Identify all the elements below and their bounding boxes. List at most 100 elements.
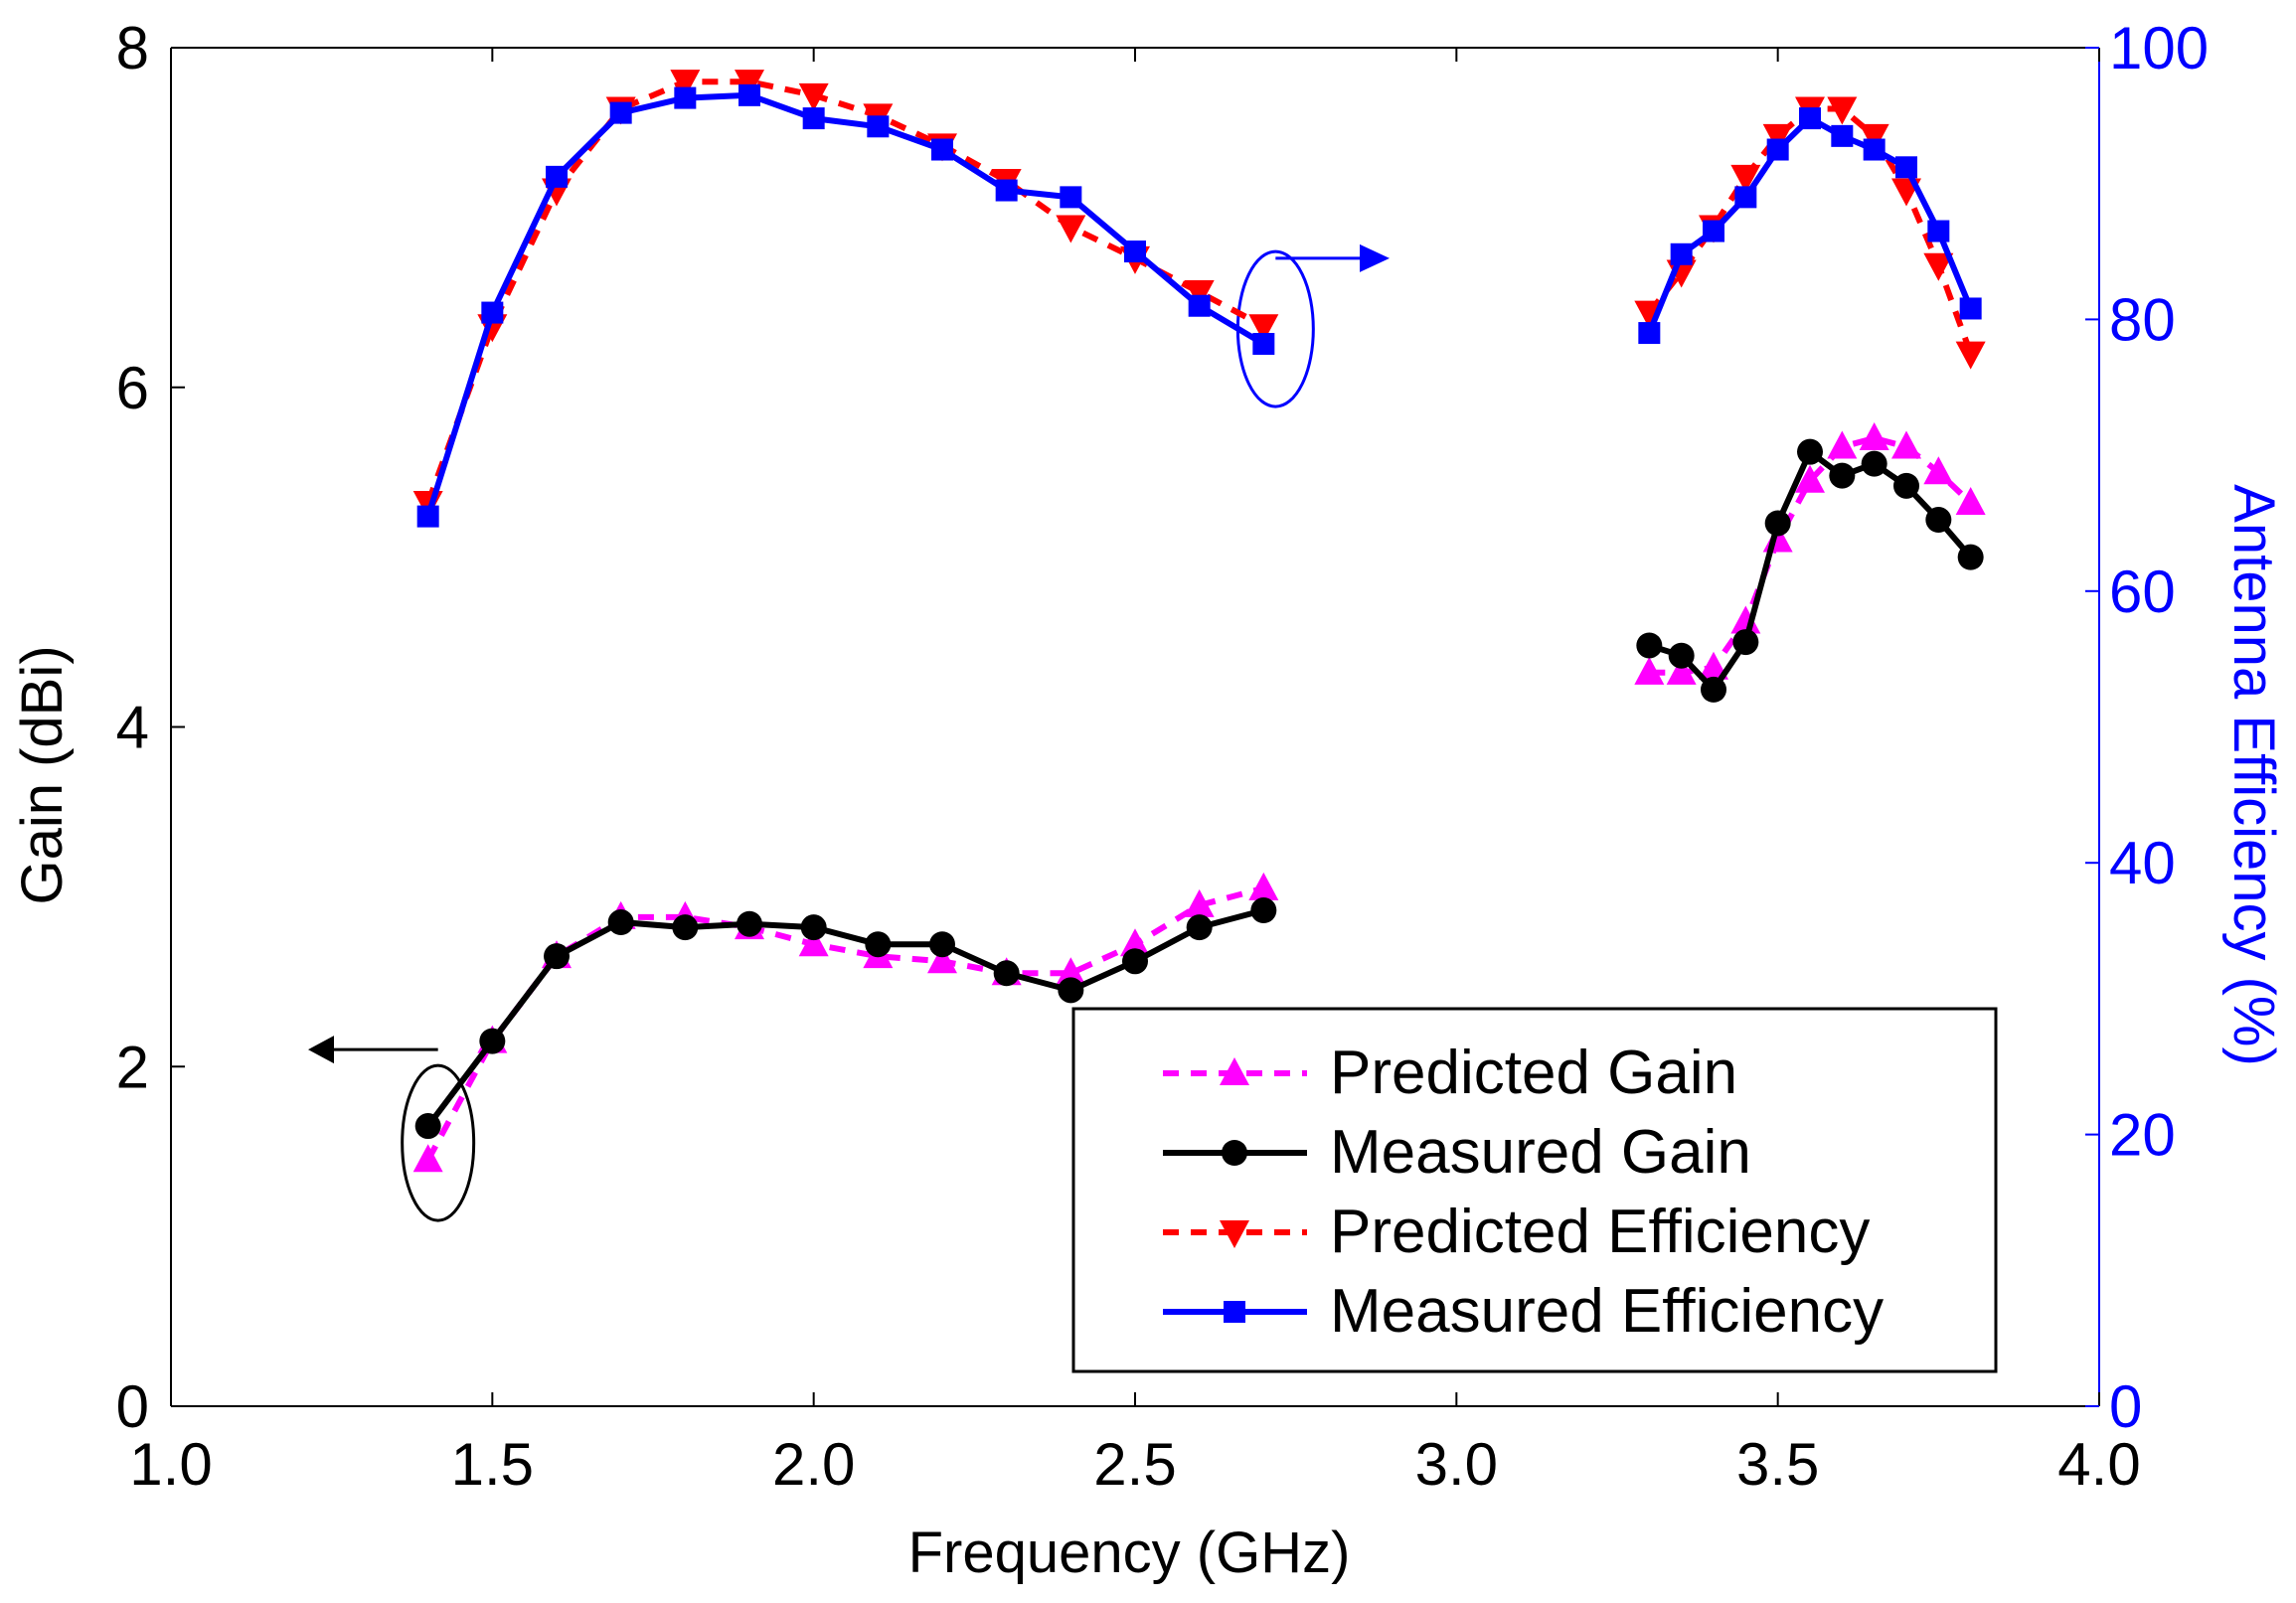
- legend-label-predicted-gain: Predicted Gain: [1330, 1039, 1737, 1107]
- data-point: [546, 165, 568, 188]
- data-point: [1699, 651, 1728, 680]
- data-point: [1863, 138, 1886, 161]
- data-point: [1766, 138, 1789, 161]
- data-point: [1124, 240, 1146, 263]
- data-point: [1666, 656, 1697, 685]
- data-point: [1955, 486, 1986, 515]
- data-point: [1701, 676, 1726, 703]
- data-point: [1732, 629, 1759, 656]
- data-point: [1829, 462, 1856, 489]
- data-point: [1955, 341, 1986, 370]
- y-tick-label: 6: [116, 355, 149, 421]
- y-axis-label: Gain (dBi): [10, 645, 75, 904]
- data-point: [1636, 632, 1663, 659]
- legend-sample-marker: [1224, 1301, 1245, 1323]
- data-point: [607, 909, 634, 936]
- legend-sample-marker: [1220, 1220, 1249, 1248]
- data-point: [993, 960, 1020, 987]
- data-point: [670, 70, 701, 98]
- data-point: [737, 910, 762, 937]
- data-point: [927, 945, 957, 974]
- data-point: [1730, 605, 1761, 634]
- series-line: [1646, 105, 1974, 355]
- x-tick-label: 2.0: [772, 1431, 855, 1498]
- data-point: [1957, 544, 1984, 570]
- y-tick-label: 2: [116, 1034, 149, 1100]
- data-point: [1634, 656, 1665, 685]
- data-point: [414, 1113, 441, 1140]
- y2-tick-label: 0: [2109, 1373, 2142, 1440]
- y-tick-label: 0: [116, 1373, 149, 1440]
- legend-sample-marker: [1222, 1140, 1247, 1166]
- data-point: [1058, 977, 1084, 1004]
- data-point: [867, 115, 890, 138]
- data-point: [735, 70, 764, 98]
- data-point: [1859, 422, 1889, 451]
- data-point: [865, 931, 892, 958]
- data-point: [1827, 96, 1858, 125]
- gain-callout-ellipse: [401, 1063, 476, 1222]
- data-point: [544, 943, 570, 970]
- axes: [170, 47, 2100, 1407]
- data-point: [1925, 507, 1952, 534]
- data-point: [1762, 123, 1793, 152]
- x-tick-label: 1.0: [129, 1431, 212, 1498]
- y2-tick-label: 40: [2109, 830, 2176, 896]
- data-point: [798, 928, 829, 957]
- data-point: [1895, 156, 1917, 179]
- legend-label-measured-gain: Measured Gain: [1330, 1118, 1751, 1187]
- data-point: [1056, 215, 1086, 243]
- legend: Predicted Gain Measured Gain Predicted E…: [1071, 1007, 1998, 1373]
- data-point: [1959, 297, 1982, 320]
- y-tick-label: 4: [116, 695, 149, 761]
- data-point: [802, 107, 825, 130]
- series-line: [424, 79, 1265, 504]
- x-tick-label: 4.0: [2057, 1431, 2140, 1498]
- series-measured-efficiency: [416, 83, 1982, 528]
- data-point: [1250, 897, 1277, 924]
- data-point: [674, 86, 697, 109]
- data-point: [995, 179, 1018, 202]
- y2-tick-label: 100: [2109, 15, 2209, 81]
- data-point: [1795, 464, 1825, 493]
- y2-tick-label: 60: [2109, 559, 2176, 625]
- y-tick-label: 8: [116, 15, 149, 81]
- data-point: [1122, 948, 1148, 975]
- x-tick-label: 3.0: [1415, 1431, 1498, 1498]
- series: [412, 70, 1986, 1173]
- data-point: [800, 914, 827, 941]
- series-predicted-efficiency: [412, 70, 1986, 519]
- data-point: [1827, 430, 1858, 459]
- data-point: [1797, 438, 1823, 465]
- x-tick-label: 3.5: [1736, 1431, 1819, 1498]
- data-point: [1799, 107, 1821, 130]
- legend-label-measured-efficiency: Measured Efficiency: [1330, 1277, 1884, 1346]
- data-point: [1670, 242, 1693, 265]
- x-tick-label: 2.5: [1093, 1431, 1176, 1498]
- y2-axis-label: Antenna Efficiency (%): [2221, 484, 2286, 1066]
- data-point: [481, 301, 504, 324]
- y2-tick-label: 80: [2109, 286, 2176, 353]
- data-point: [738, 83, 760, 106]
- series-measured-gain: [414, 438, 1984, 1140]
- data-point: [1703, 220, 1724, 242]
- series-line: [424, 91, 1265, 518]
- data-point: [1923, 252, 1954, 281]
- data-point: [1764, 510, 1791, 537]
- data-point: [1730, 164, 1761, 193]
- data-point: [672, 914, 699, 941]
- data-point: [1859, 123, 1889, 152]
- data-point: [1120, 928, 1150, 957]
- data-point: [931, 138, 953, 161]
- data-point: [1248, 872, 1279, 900]
- efficiency-callout-arrowhead: [1360, 243, 1390, 272]
- series-line: [1646, 115, 1974, 335]
- data-point: [416, 505, 439, 528]
- data-point: [1893, 472, 1919, 499]
- data-point: [1248, 314, 1279, 343]
- data-point: [1638, 322, 1661, 345]
- data-point: [1056, 957, 1086, 986]
- data-point: [1668, 642, 1695, 669]
